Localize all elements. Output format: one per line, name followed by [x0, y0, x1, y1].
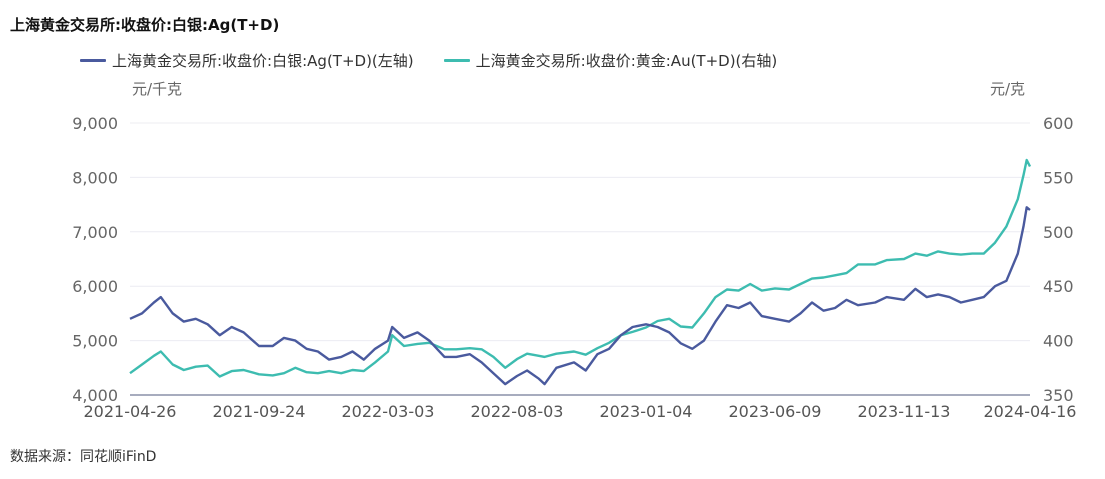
x-axis-tick-label: 2021-04-26 [84, 402, 177, 421]
legend: 上海黄金交易所:收盘价:白银:Ag(T+D)(左轴) 上海黄金交易所:收盘价:黄… [80, 50, 777, 71]
left-axis-unit: 元/千克 [132, 80, 183, 98]
right-axis-unit: 元/克 [990, 80, 1026, 98]
left-axis-tick-label: 8,000 [72, 168, 118, 187]
right-axis-tick-label: 350 [1043, 386, 1074, 405]
left-axis-tick-label: 6,000 [72, 277, 118, 296]
legend-swatch-gold [443, 59, 470, 62]
chart-title: 上海黄金交易所:收盘价:白银:Ag(T+D) [10, 16, 280, 34]
legend-label-gold: 上海黄金交易所:收盘价:黄金:Au(T+D)(右轴) [475, 52, 778, 70]
x-axis-tick-label: 2024-04-16 [984, 402, 1077, 421]
x-axis-tick-label: 2022-08-03 [471, 402, 564, 421]
left-axis-tick-label: 9,000 [72, 114, 118, 133]
left-axis-tick-label: 5,000 [72, 332, 118, 351]
legend-item-silver[interactable]: 上海黄金交易所:收盘价:白银:Ag(T+D)(左轴) [80, 50, 414, 71]
right-axis-tick-label: 550 [1043, 168, 1074, 187]
x-axis-tick-label: 2023-11-13 [858, 402, 951, 421]
x-axis-tick-label: 2021-09-24 [213, 402, 306, 421]
data-source: 数据来源：同花顺iFinD [10, 449, 157, 465]
line-chart: 4,000 5,000 6,000 7,000 8,000 9,000 350 400 450 5… [72, 114, 1077, 421]
left-axis-tick-label: 4,000 [72, 386, 118, 405]
right-axis-tick-label: 400 [1043, 332, 1074, 351]
left-axis-tick-label: 7,000 [72, 223, 118, 242]
legend-label-silver: 上海黄金交易所:收盘价:白银:Ag(T+D)(左轴) [112, 52, 414, 70]
right-axis-tick-label: 500 [1043, 223, 1074, 242]
right-axis-tick-label: 450 [1043, 277, 1074, 296]
legend-swatch-silver [80, 59, 106, 62]
x-axis-tick-label: 2022-03-03 [342, 402, 435, 421]
series-line-silver [129, 206, 1031, 386]
legend-item-gold[interactable]: 上海黄金交易所:收盘价:黄金:Au(T+D)(右轴) [443, 50, 778, 71]
x-axis-tick-label: 2023-06-09 [729, 402, 822, 421]
right-axis-tick-label: 600 [1043, 114, 1074, 133]
x-axis-tick-label: 2023-01-04 [600, 402, 693, 421]
series-line-gold [129, 158, 1032, 378]
